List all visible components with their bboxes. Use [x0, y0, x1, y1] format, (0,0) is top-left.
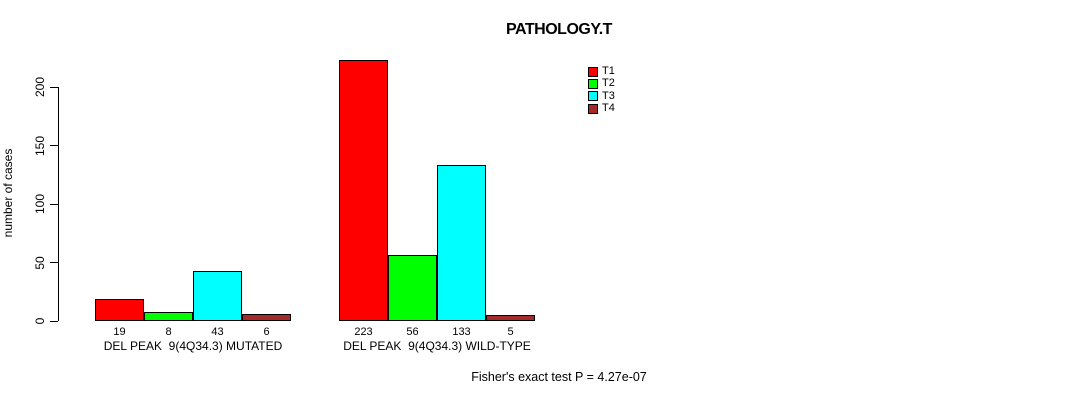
bar-value-label: 19 [113, 326, 126, 338]
legend-swatch-t1 [588, 66, 598, 77]
y-tick-label: 100 [33, 193, 47, 215]
bar-t3-group1 [193, 270, 242, 321]
y-tick-mark [50, 203, 58, 205]
y-tick-mark [50, 320, 58, 322]
bar-t2-group1 [144, 311, 193, 321]
bar-t2-group2 [388, 255, 437, 321]
legend-label-t2: T2 [602, 77, 615, 90]
chart-title: PATHOLOGY.T [506, 21, 612, 38]
bar-t1-group1 [95, 298, 144, 321]
y-tick-label: 0 [33, 317, 47, 325]
bar-t4-group2 [486, 315, 535, 321]
legend-label-t4: T4 [602, 102, 615, 115]
legend-swatch-t3 [588, 91, 598, 102]
x-category-label: DEL PEAK 9(4Q34.3) WILD-TYPE [343, 339, 531, 353]
bar-value-label: 133 [452, 326, 471, 338]
y-tick-label: 50 [33, 255, 47, 270]
x-category-label: DEL PEAK 9(4Q34.3) MUTATED [103, 339, 283, 353]
y-axis-label: number of cases [1, 148, 15, 238]
y-axis-line [58, 87, 59, 321]
legend-swatch-t4 [588, 103, 598, 114]
legend-swatch-t2 [588, 78, 598, 89]
y-tick-mark [50, 262, 58, 263]
fisher-test-annotation: Fisher's exact test P = 4.27e-07 [471, 370, 647, 384]
bar-t1-group2 [339, 60, 388, 321]
bar-value-label: 43 [211, 326, 224, 338]
bar-t4-group1 [242, 313, 291, 321]
y-tick-mark [50, 86, 58, 88]
y-tick-label: 150 [33, 135, 47, 156]
bar-value-label: 8 [165, 326, 172, 338]
legend-label-t1: T1 [602, 65, 615, 77]
bar-value-label: 5 [507, 326, 514, 338]
bar-value-label: 223 [354, 326, 373, 338]
bar-value-label: 6 [263, 326, 270, 338]
y-tick-label: 200 [33, 76, 47, 98]
y-tick-mark [50, 145, 58, 146]
bar-t3-group2 [437, 165, 486, 321]
legend-label-t3: T3 [602, 89, 615, 102]
bar-value-label: 56 [406, 326, 419, 338]
